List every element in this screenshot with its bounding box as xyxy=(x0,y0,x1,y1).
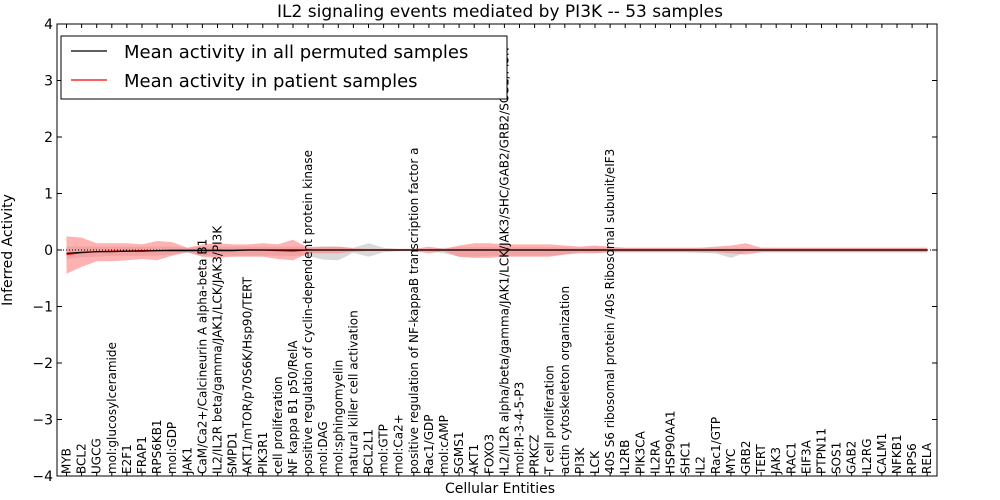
legend: Mean activity in all permuted samples Me… xyxy=(60,35,508,100)
x-tick-label: Rac1/GDP xyxy=(422,415,436,474)
x-tick-label: IL2RG xyxy=(860,439,874,475)
x-tick-label: CaM/Ca2+/Calcineurin A alpha-beta B1 xyxy=(195,239,209,474)
x-tick-label: PIK3R1 xyxy=(256,432,270,474)
x-tick-label: mol:GTP xyxy=(377,424,391,474)
x-tick-label: NFKB1 xyxy=(890,434,904,474)
x-tick-label: IL2RA xyxy=(648,439,662,474)
x-tick-label: RAC1 xyxy=(784,442,798,474)
y-tick-label: 3 xyxy=(44,74,53,90)
x-tick-label: GAB2 xyxy=(845,441,859,474)
y-tick-label: 4 xyxy=(44,17,53,33)
chart-title: IL2 signaling events mediated by PI3K --… xyxy=(277,2,723,22)
y-tick-label: −3 xyxy=(32,413,53,429)
x-tick-label: mol:cAMP xyxy=(437,415,451,474)
x-tick-label: Rac1/GTP xyxy=(709,417,723,474)
band-patient xyxy=(66,236,928,274)
x-tick-label: JAK1 xyxy=(180,447,194,475)
x-tick-label: PIK3CA xyxy=(633,430,647,474)
x-tick-label: positive regulation of cyclin-dependent … xyxy=(301,150,315,474)
x-tick-label: MYC xyxy=(724,449,738,474)
x-tick-label: IL2/IL2R beta/gamma/JAK1/LCK/JAK3/PI3K xyxy=(211,225,225,474)
x-tick-label: mol:PI-3-4-5-P3 xyxy=(513,382,527,474)
y-tick-label: 2 xyxy=(44,130,53,146)
x-tick-label: cell proliferation xyxy=(271,376,285,474)
y-tick-label: −2 xyxy=(32,356,53,372)
x-tick-label: SGMS1 xyxy=(452,431,466,474)
x-tick-label: LCK xyxy=(588,450,602,474)
x-tick-label: mol:glucosylceramide xyxy=(105,342,119,474)
legend-label-permuted: Mean activity in all permuted samples xyxy=(124,42,468,63)
y-axis-label: Inferred Activity xyxy=(0,194,16,306)
x-tick-label: RPS6KB1 xyxy=(150,419,164,474)
x-tick-label: IL2/IL2R alpha/beta/gamma/JAK1/LCK/JAK3/… xyxy=(497,47,511,474)
x-tick-label: T cell proliferation xyxy=(543,365,557,475)
y-tick-label: −1 xyxy=(32,300,53,316)
x-tick-label: positive regulation of NF-kappaB transcr… xyxy=(407,148,421,474)
y-tick-label: 1 xyxy=(44,187,53,203)
x-tick-label: RPS6 xyxy=(905,443,919,474)
x-tick-label: BCL2L1 xyxy=(362,429,376,474)
x-tick-label: AKT1/mTOR/p70S6K/Hsp90/TERT xyxy=(241,276,255,474)
legend-box xyxy=(60,35,508,100)
x-tick-label: CALM1 xyxy=(875,433,889,474)
x-tick-label: AKT1 xyxy=(467,444,481,474)
x-tick-label: IL2 xyxy=(694,456,708,474)
x-tick-label: mol:DAG xyxy=(316,421,330,474)
x-tick-label: IL2RB xyxy=(618,440,632,474)
x-tick-label: PRKCZ xyxy=(528,435,542,474)
x-axis-label: Cellular Entities xyxy=(445,481,555,497)
x-tick-label: MYB xyxy=(60,448,74,474)
x-tick-label: HSP90AA1 xyxy=(664,410,678,474)
x-tick-label: actin cytoskeleton organization xyxy=(558,286,572,474)
x-tick-label: BCL2 xyxy=(75,443,89,474)
x-tick-label: FOXO3 xyxy=(482,434,496,474)
x-tick-label: PI3K xyxy=(573,447,587,474)
x-tick-label: NF kappa B1 p50/RelA xyxy=(286,340,300,474)
x-tick-label: GRB2 xyxy=(739,440,753,474)
x-tick-label: SMPD1 xyxy=(226,432,240,474)
x-tick-label: EIF3A xyxy=(799,439,813,474)
y-tick-label: −4 xyxy=(32,469,53,485)
x-tick-label: mol:Ca2+ xyxy=(392,414,406,474)
x-tick-label: natural killer cell activation xyxy=(346,310,360,474)
x-tick-label: RELA xyxy=(920,442,934,474)
x-tick-label: PTPN11 xyxy=(815,428,829,474)
x-tick-label: E2F1 xyxy=(120,444,134,474)
x-tick-label: mol:sphingomyelin xyxy=(331,360,345,474)
x-tick-label: JAK3 xyxy=(769,447,783,475)
series-line-permuted xyxy=(66,249,928,254)
legend-label-patient: Mean activity in patient samples xyxy=(124,71,418,92)
x-tick-label: FRAP1 xyxy=(135,436,149,474)
x-tick-label: SHC1 xyxy=(679,441,693,474)
x-tick-label: 40S S6 ribosomal protein /40s Ribosomal … xyxy=(603,149,617,474)
x-tick-label: mol:GDP xyxy=(165,422,179,474)
x-tick-label: TERT xyxy=(754,444,768,475)
x-tick-label: UGCG xyxy=(90,438,104,474)
y-tick-label: 0 xyxy=(44,243,53,259)
x-tick-label: SOS1 xyxy=(830,442,844,474)
